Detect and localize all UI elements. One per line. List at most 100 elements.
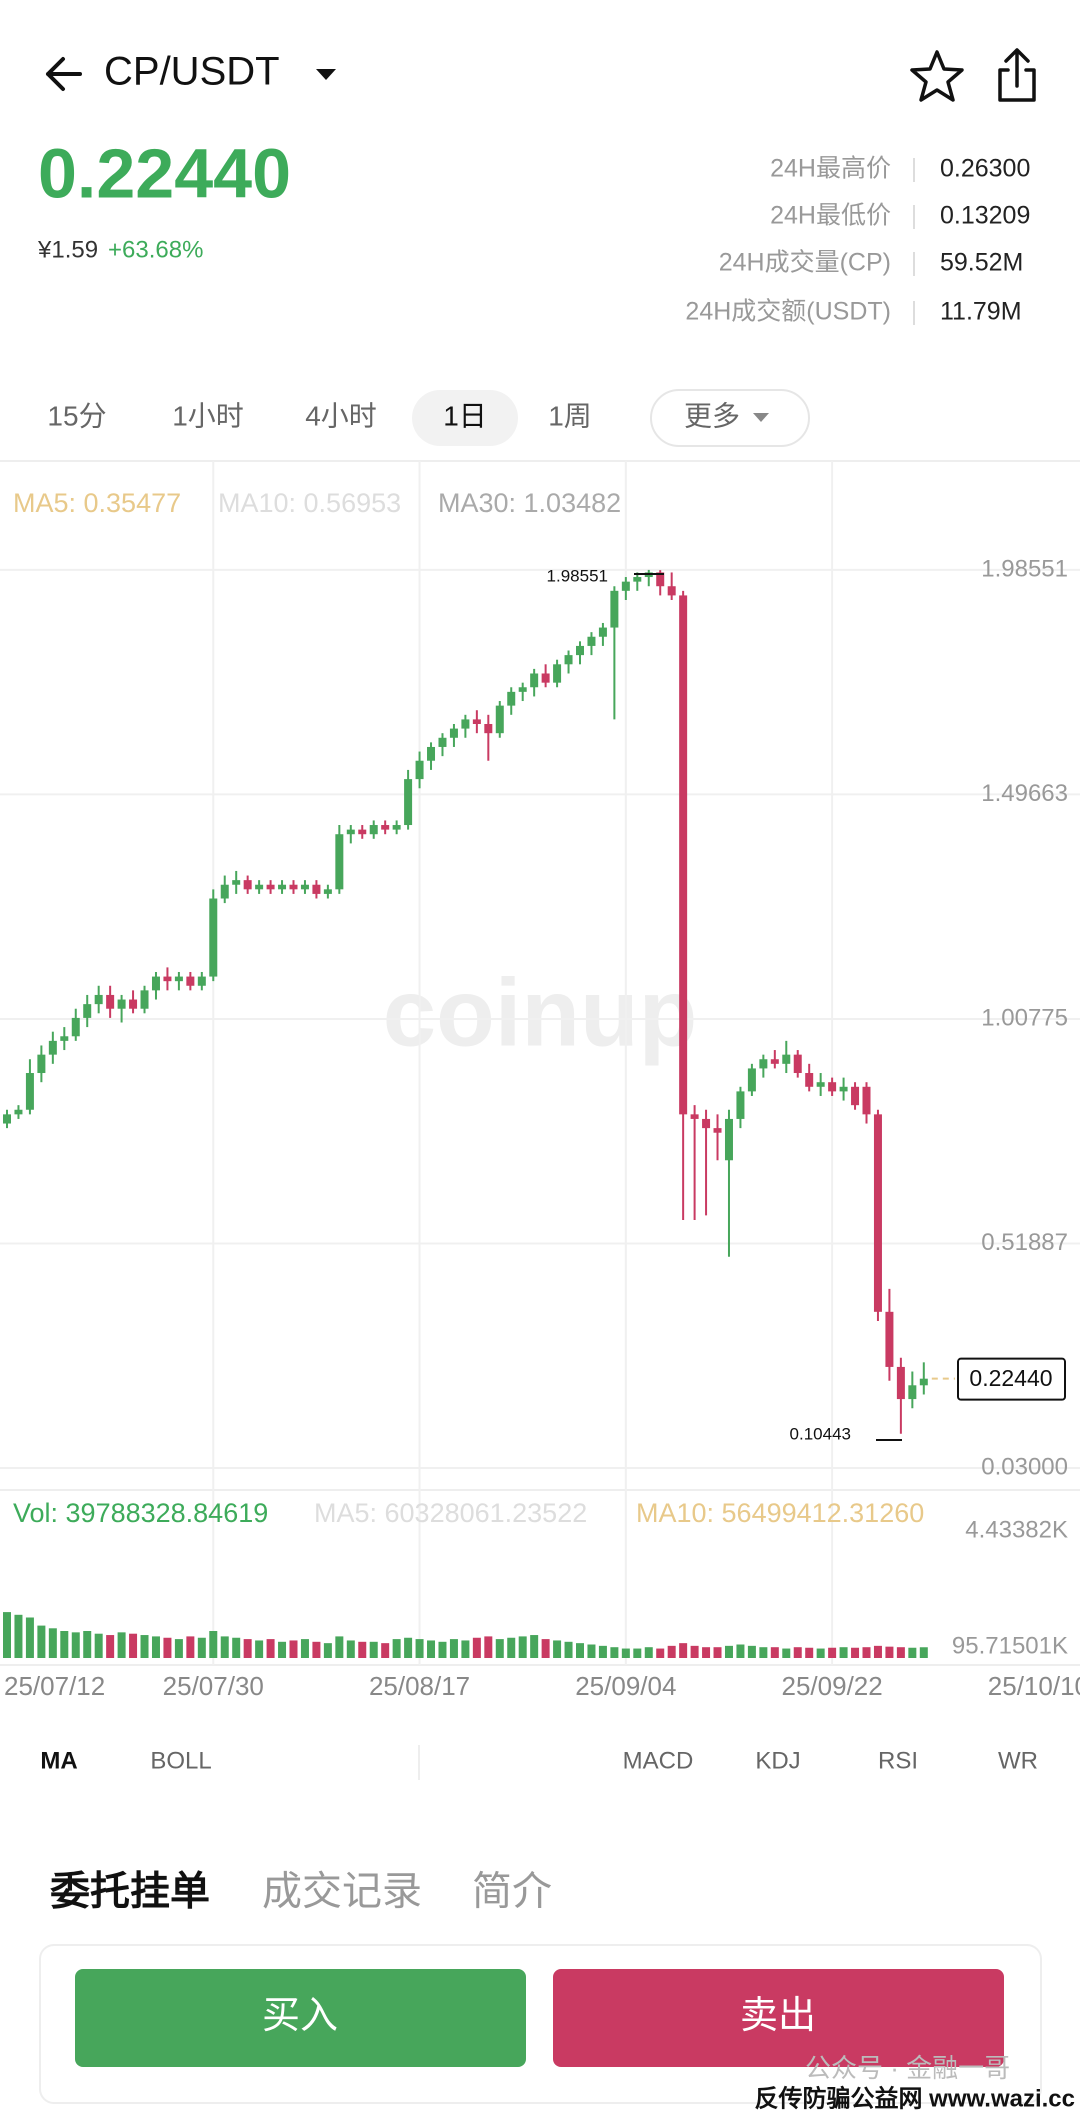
volume-bar bbox=[335, 1636, 344, 1658]
pair-title[interactable]: CP/USDT bbox=[104, 50, 280, 94]
candle-body bbox=[507, 691, 516, 706]
indicator-tab[interactable]: MA bbox=[40, 1747, 77, 1774]
last-price-tag: 0.22440 bbox=[969, 1365, 1052, 1391]
timeframe-tab[interactable]: 1日 bbox=[443, 400, 487, 431]
back-icon[interactable] bbox=[46, 57, 82, 91]
volume-bar bbox=[885, 1646, 894, 1658]
volume-bar bbox=[427, 1640, 436, 1658]
timeframe-tab[interactable]: 1小时 bbox=[172, 400, 244, 431]
timeframe-tab[interactable]: 4小时 bbox=[305, 400, 377, 431]
watermark-logo: coinup bbox=[383, 959, 698, 1066]
share-button[interactable] bbox=[998, 48, 1036, 102]
buy-label[interactable]: 买入 bbox=[262, 1995, 338, 2037]
volume-bar bbox=[48, 1628, 57, 1658]
more-dropdown-icon[interactable] bbox=[753, 413, 769, 422]
candle-body bbox=[770, 1059, 779, 1064]
volume-bar bbox=[243, 1639, 252, 1658]
volume-bar bbox=[174, 1639, 183, 1658]
indicator-tab[interactable]: MACD bbox=[623, 1747, 694, 1774]
vol-ma10-label: MA10: 56499412.31260 bbox=[636, 1498, 924, 1528]
x-tick-label: 25/10/10 bbox=[988, 1671, 1080, 1701]
more-pill[interactable] bbox=[650, 389, 810, 447]
candle-body bbox=[358, 829, 367, 835]
volume-bar bbox=[369, 1641, 378, 1658]
candle-body bbox=[83, 1004, 92, 1018]
candle-body bbox=[289, 884, 298, 890]
chart-layer bbox=[0, 461, 1080, 1665]
candle-body bbox=[908, 1385, 917, 1400]
watermark-site: 反传防骗公益网 www.wazi.cc bbox=[755, 2084, 1076, 2112]
candle-body bbox=[278, 884, 287, 890]
volume-bar bbox=[358, 1641, 367, 1658]
candle-body bbox=[37, 1054, 46, 1074]
y-tick-label: 0.51887 bbox=[981, 1229, 1068, 1256]
ma5-label: MA5: 0.35477 bbox=[13, 488, 181, 518]
share-icon[interactable] bbox=[998, 48, 1036, 102]
volume-bar bbox=[472, 1637, 481, 1658]
candle-body bbox=[896, 1366, 905, 1400]
timeframe-tab[interactable]: 1周 bbox=[548, 400, 592, 431]
volume-bar bbox=[747, 1645, 756, 1658]
y-tick-label: 1.98551 bbox=[981, 555, 1068, 582]
cny-price: ¥1.59 bbox=[37, 236, 98, 263]
indicator-tab[interactable]: BOLL bbox=[150, 1747, 211, 1774]
volume-bar bbox=[83, 1631, 92, 1658]
info-tab[interactable]: 简介 bbox=[472, 1870, 552, 1914]
y-tick-label: 1.49663 bbox=[981, 780, 1068, 807]
timeframe-tab[interactable]: 15分 bbox=[47, 400, 106, 431]
candle-body bbox=[461, 719, 470, 729]
candle-body bbox=[25, 1073, 34, 1110]
candle-body bbox=[553, 664, 562, 683]
candle-body bbox=[117, 999, 126, 1009]
volume-bar bbox=[770, 1647, 779, 1658]
candle-body bbox=[174, 976, 183, 982]
volume-bar bbox=[598, 1645, 607, 1658]
volume-bar bbox=[392, 1639, 401, 1658]
volume-bar bbox=[908, 1647, 917, 1658]
buy-button[interactable] bbox=[75, 1969, 526, 2067]
candle-body bbox=[300, 884, 309, 890]
timeframe-tab[interactable]: 更多 bbox=[684, 400, 740, 431]
candle-body bbox=[140, 990, 149, 1009]
volume-bar bbox=[564, 1641, 573, 1658]
candle-body bbox=[782, 1054, 791, 1064]
volume-bar bbox=[702, 1647, 711, 1658]
x-tick-label: 25/09/22 bbox=[782, 1671, 883, 1701]
stat-label: 24H成交额(USDT) bbox=[685, 298, 891, 326]
volume-bar bbox=[610, 1647, 619, 1658]
candle-body bbox=[266, 884, 275, 890]
volume-bar bbox=[3, 1612, 11, 1658]
candle-body bbox=[484, 723, 493, 734]
candle-body bbox=[346, 829, 355, 835]
vol-axis-label: 4.43382K bbox=[965, 1516, 1068, 1543]
stat-value: 59.52M bbox=[940, 249, 1023, 277]
volume-bar bbox=[896, 1647, 905, 1658]
candle-body bbox=[392, 825, 401, 830]
sell-label[interactable]: 卖出 bbox=[740, 1995, 816, 2037]
volume-bar bbox=[94, 1633, 103, 1658]
sell-button[interactable] bbox=[553, 1969, 1004, 2067]
favorite-icon[interactable] bbox=[910, 50, 964, 102]
indicator-tab[interactable]: RSI bbox=[878, 1747, 918, 1774]
volume-bar bbox=[117, 1632, 126, 1658]
volume-bar bbox=[576, 1643, 584, 1658]
info-tab[interactable]: 成交记录 bbox=[262, 1870, 422, 1914]
candle-body bbox=[747, 1068, 756, 1092]
order-box bbox=[39, 1944, 1042, 2104]
candle-body bbox=[610, 590, 619, 628]
vol-label: Vol: 39788328.84619 bbox=[13, 1498, 268, 1528]
volume-bar bbox=[724, 1645, 733, 1658]
info-tab[interactable]: 委托挂单 bbox=[50, 1870, 210, 1914]
candle-body bbox=[805, 1073, 814, 1087]
candle-body bbox=[163, 976, 172, 982]
volume-bar bbox=[667, 1645, 676, 1658]
indicator-tab[interactable]: WR bbox=[998, 1747, 1038, 1774]
pair-dropdown-icon[interactable] bbox=[316, 69, 336, 80]
indicator-tab[interactable]: KDJ bbox=[755, 1747, 800, 1774]
candle-body bbox=[564, 655, 573, 665]
candle-body bbox=[816, 1082, 825, 1087]
ma30-label: MA30: 1.03482 bbox=[438, 488, 621, 518]
volume-bar bbox=[736, 1644, 745, 1658]
back-button[interactable] bbox=[46, 57, 82, 91]
volume-bar bbox=[873, 1645, 882, 1658]
